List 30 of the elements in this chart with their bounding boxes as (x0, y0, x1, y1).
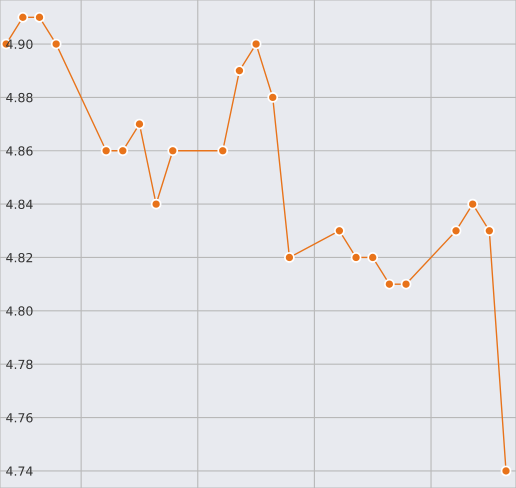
point (400, 278, 412, 290)
point (450, 225, 462, 236)
point (284, 252, 295, 263)
y-tick-label: 4.82 (6, 252, 32, 262)
point (34, 12, 45, 23)
point (267, 92, 278, 103)
y-tick-label: 4.86 (6, 146, 33, 156)
point (134, 118, 145, 130)
point (117, 145, 128, 156)
point (167, 145, 178, 156)
point (100, 145, 112, 156)
y-tick-label: 4.78 (6, 360, 33, 370)
point (484, 225, 495, 236)
point (384, 278, 395, 290)
y-tick-label: 4.76 (6, 413, 33, 422)
y-tick-label: 4.84 (6, 200, 33, 210)
point (234, 65, 245, 76)
y-tick-label: 4.74 (6, 466, 33, 476)
point (334, 225, 345, 236)
point (350, 252, 362, 263)
point (250, 38, 262, 50)
point (500, 466, 512, 476)
point (17, 12, 28, 23)
point (150, 198, 162, 210)
point (467, 198, 478, 210)
y-tick-label: 4.88 (6, 92, 33, 102)
point (50, 38, 62, 50)
y-tick-label: 4.80 (6, 306, 33, 316)
point (367, 252, 378, 263)
point (217, 145, 228, 156)
